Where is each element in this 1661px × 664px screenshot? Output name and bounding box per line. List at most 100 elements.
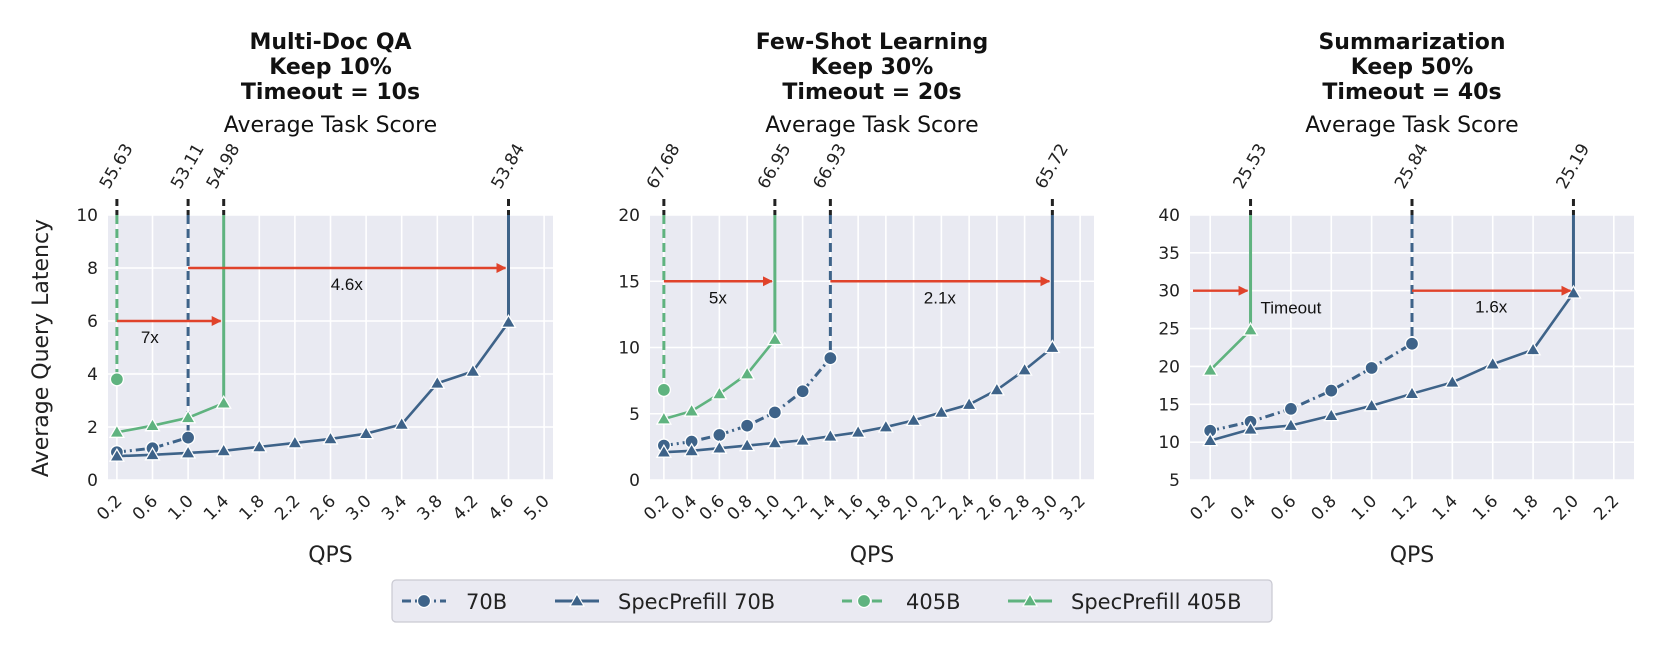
x-tick-label: 0.6 <box>696 491 729 524</box>
point-specprefill-70b <box>144 446 161 461</box>
legend-entry-specprefill-405b: SpecPrefill 405B <box>1008 590 1242 614</box>
y-tick-label: 15 <box>1158 395 1180 415</box>
point-specprefill-405b <box>179 409 197 424</box>
point-specprefill-405b <box>144 417 161 432</box>
x-tick-label: 1.4 <box>1429 491 1462 524</box>
x-tick-label: 5.0 <box>520 491 553 524</box>
point-70b <box>1324 383 1339 398</box>
y-tick-label: 25 <box>1158 320 1180 340</box>
y-tick-label: 4 <box>87 365 98 385</box>
point-specprefill-70b <box>1242 420 1259 435</box>
point-specprefill-70b <box>251 438 268 453</box>
top-axis-label: Average Task Score <box>224 113 437 138</box>
y-tick-label: 8 <box>87 259 98 279</box>
point-70b <box>767 405 783 420</box>
series-specprefill-70b <box>1202 284 1582 447</box>
x-tick-label: 4.2 <box>449 491 482 524</box>
speedup-label: 2.1x <box>924 288 957 307</box>
point-70b <box>739 418 755 433</box>
legend-marker-405b <box>856 593 872 609</box>
score-label-specprefill-405b: 25.53 <box>1230 140 1272 192</box>
point-70b <box>795 384 810 399</box>
legend-entry-70b: 70B <box>402 590 507 614</box>
y-tick-label: 0 <box>629 471 640 491</box>
point-specprefill-405b <box>108 424 126 438</box>
y-tick-label: 20 <box>1158 357 1180 377</box>
x-tick-label: 1.8 <box>1509 491 1542 524</box>
point-405b <box>656 382 672 398</box>
y-tick-label: 0 <box>87 471 98 491</box>
x-tick-label: 0.6 <box>129 491 162 524</box>
point-specprefill-70b <box>933 404 950 419</box>
point-specprefill-70b <box>1016 361 1033 376</box>
x-tick-label: 2.2 <box>1590 491 1623 524</box>
speedup-label: 1.6x <box>1475 298 1508 317</box>
point-specprefill-70b <box>766 434 784 449</box>
y-tick-label: 30 <box>1158 282 1180 302</box>
point-specprefill-70b <box>1363 397 1380 412</box>
legend-marker-specprefill-405b <box>1021 592 1039 607</box>
x-tick-label: 2.0 <box>890 491 923 524</box>
series-specprefill-405b <box>1202 321 1259 376</box>
panel-title-line-1: Few-Shot Learning <box>756 30 989 55</box>
y-tick-label: 2 <box>87 418 98 438</box>
point-specprefill-70b <box>794 431 811 446</box>
legend-label-405b: 405B <box>906 590 961 614</box>
speedup-label: 4.6x <box>331 275 364 294</box>
point-specprefill-405b <box>738 365 756 380</box>
x-tick-label: 2.2 <box>918 491 951 524</box>
x-axis-label: QPS <box>850 543 895 568</box>
point-specprefill-70b <box>393 416 410 430</box>
speedup-label: Timeout <box>1261 299 1322 318</box>
x-tick-label: 1.0 <box>751 491 784 524</box>
point-specprefill-405b <box>1202 361 1219 376</box>
panel-title-line-2: Keep 30% <box>811 55 934 80</box>
series-line-specprefill-70b <box>116 321 510 458</box>
x-tick-label: 2.6 <box>307 491 340 524</box>
x-tick-label: 1.2 <box>779 491 812 524</box>
point-specprefill-70b <box>711 439 728 454</box>
score-label-specprefill-405b: 66.95 <box>754 140 796 192</box>
point-specprefill-70b <box>1202 432 1219 447</box>
y-tick-label: 40 <box>1158 206 1180 226</box>
y-tick-label: 10 <box>76 206 98 226</box>
point-specprefill-405b <box>683 402 700 417</box>
x-tick-label: 1.2 <box>1388 491 1421 524</box>
x-tick-label: 2.0 <box>1550 491 1583 524</box>
y-tick-label: 10 <box>1158 433 1180 453</box>
score-label-70b: 66.93 <box>809 140 851 192</box>
x-tick-label: 2.6 <box>973 491 1006 524</box>
point-specprefill-70b <box>849 424 867 438</box>
x-tick-label: 1.4 <box>200 491 233 524</box>
y-tick-label: 20 <box>618 206 640 226</box>
point-specprefill-405b <box>766 331 784 346</box>
speedup-label: 7x <box>141 328 159 347</box>
point-specprefill-70b <box>179 444 197 459</box>
x-tick-label: 1.6 <box>1469 491 1502 524</box>
top-axis-label: Average Task Score <box>1305 113 1518 138</box>
y-tick-label: 6 <box>87 312 98 332</box>
legend-marker-70b <box>416 593 432 609</box>
point-specprefill-70b <box>286 434 304 449</box>
x-tick-label: 0.4 <box>1227 491 1260 524</box>
series-specprefill-405b <box>108 394 232 438</box>
x-tick-label: 0.6 <box>1267 491 1300 524</box>
score-label-specprefill-70b: 65.72 <box>1031 140 1073 192</box>
point-70b <box>823 350 838 366</box>
point-specprefill-70b <box>1282 417 1300 432</box>
x-tick-label: 2.4 <box>945 491 978 524</box>
point-70b <box>712 427 727 443</box>
panel-title-line-3: Timeout = 40s <box>1322 80 1501 105</box>
y-tick-label: 35 <box>1158 244 1180 264</box>
point-specprefill-70b <box>960 396 978 411</box>
series-specprefill-70b <box>655 339 1061 458</box>
point-specprefill-70b <box>429 374 446 389</box>
x-tick-label: 4.6 <box>485 491 518 524</box>
panel-title-line-2: Keep 10% <box>269 55 392 80</box>
point-specprefill-70b <box>683 442 700 457</box>
point-specprefill-70b <box>1484 355 1501 370</box>
x-tick-label: 0.8 <box>1308 491 1341 524</box>
